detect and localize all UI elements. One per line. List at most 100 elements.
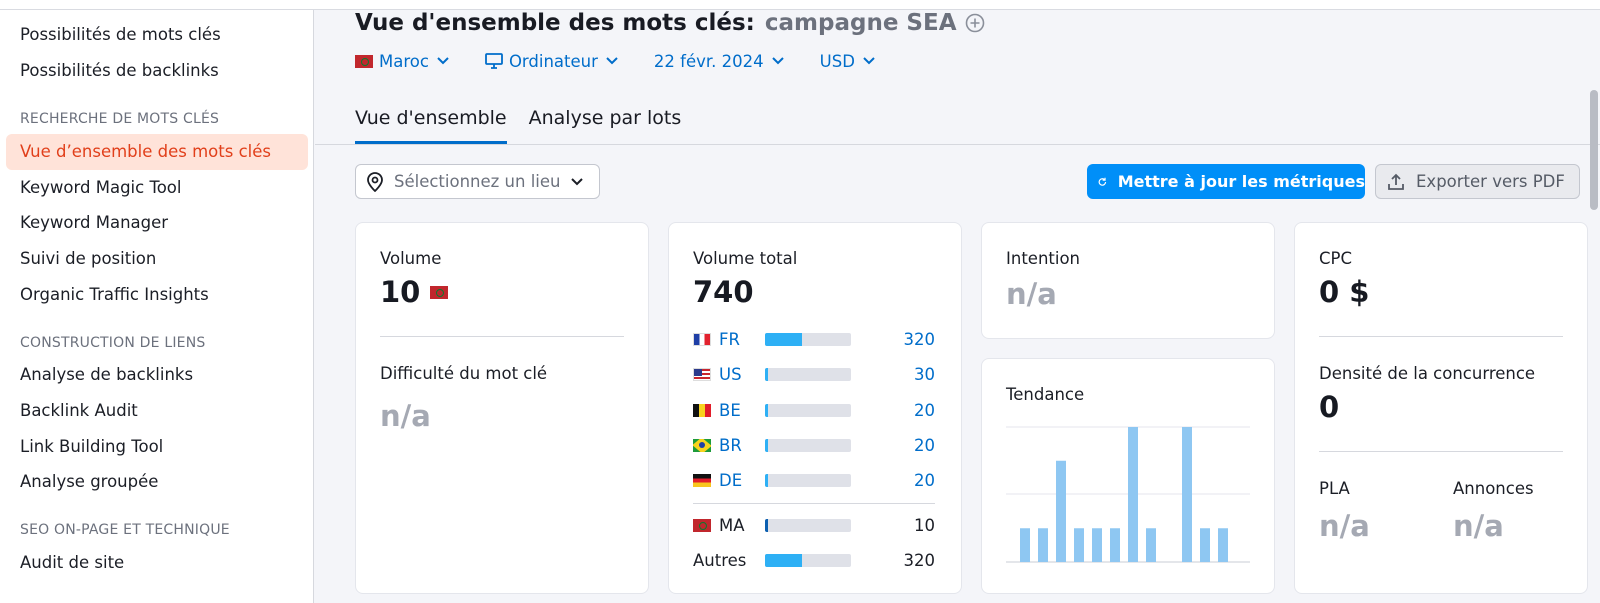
country-share-bar — [765, 403, 851, 417]
total-volume-label: Volume total — [693, 249, 798, 268]
sidebar-item-backlink-analytics[interactable]: Analyse de backlinks — [20, 365, 194, 384]
sidebar: Possibilités de mots clés Possibilités d… — [0, 10, 314, 603]
update-metrics-label: Mettre à jour les métriques — [1117, 172, 1365, 191]
country-share-fill — [765, 403, 768, 417]
trend-bar[interactable] — [1074, 528, 1084, 562]
device-filter-label: Ordinateur — [508, 51, 598, 71]
trend-bar[interactable] — [1020, 528, 1030, 562]
plus-circle-icon[interactable] — [965, 13, 985, 33]
country-code: DE — [719, 470, 743, 490]
country-share-fill — [765, 518, 768, 532]
sidebar-item-keyword-manager[interactable]: Keyword Manager — [20, 213, 169, 232]
date-filter[interactable]: 22 févr. 2024 — [654, 52, 784, 71]
sidebar-item-keyword-magic-tool[interactable]: Keyword Magic Tool — [20, 178, 182, 197]
trend-card: Tendance — [981, 358, 1275, 594]
country-volume: 320 — [903, 329, 936, 349]
chevron-down-icon — [771, 57, 784, 65]
competition-density-value: 0 — [1319, 390, 1340, 424]
country-row[interactable]: US 30 — [693, 362, 935, 386]
page-header: Vue d'ensemble des mots clés: campagne S… — [355, 8, 985, 38]
volume-label: Volume — [380, 249, 442, 268]
country-code: FR — [719, 329, 740, 349]
sidebar-item-backlink-opportunities[interactable]: Possibilités de backlinks — [20, 61, 219, 80]
country-volume: 20 — [914, 400, 935, 420]
trend-label: Tendance — [1006, 385, 1085, 404]
pla-value: n/a — [1319, 509, 1370, 543]
ads-label: Annonces — [1453, 479, 1534, 498]
country-code: BR — [719, 435, 742, 455]
country-share-bar — [765, 367, 851, 381]
trend-bar[interactable] — [1200, 528, 1210, 562]
date-filter-label: 22 févr. 2024 — [653, 51, 764, 71]
export-pdf-button[interactable]: Exporter vers PDF — [1375, 164, 1580, 199]
country-row[interactable]: DE 20 — [693, 468, 935, 492]
country-code: US — [719, 364, 742, 384]
trend-bar[interactable] — [1038, 528, 1048, 562]
local-country-row: MA 10 — [693, 513, 935, 537]
page-scrollbar[interactable] — [1590, 90, 1598, 210]
country-share-bar — [765, 553, 851, 567]
chevron-down-icon — [570, 177, 583, 185]
tab-overview[interactable]: Vue d'ensemble — [355, 102, 507, 144]
pla-label: PLA — [1319, 479, 1350, 498]
brazil-flag-icon — [693, 438, 711, 452]
filters-bar: Maroc Ordinateur 22 févr. 2024 USD — [355, 48, 911, 74]
trend-bar[interactable] — [1110, 528, 1120, 562]
cpc-label: CPC — [1319, 249, 1352, 268]
others-label: Autres — [693, 550, 747, 570]
country-filter-label: Maroc — [379, 51, 429, 71]
others-volume: 320 — [903, 550, 936, 570]
trend-bar[interactable] — [1146, 528, 1156, 562]
trend-bar[interactable] — [1218, 528, 1228, 562]
intent-label: Intention — [1006, 249, 1081, 268]
total-volume-value: 740 — [693, 275, 754, 309]
germany-flag-icon — [693, 473, 711, 487]
volume-value: 10 — [380, 275, 449, 309]
france-flag-icon — [693, 332, 711, 346]
location-pin-icon — [367, 171, 383, 192]
country-row[interactable]: BE 20 — [693, 398, 935, 422]
chevron-down-icon — [437, 57, 449, 65]
country-volume: 20 — [914, 435, 935, 455]
volume-number: 10 — [380, 275, 421, 309]
trend-bar[interactable] — [1092, 528, 1102, 562]
divider — [1319, 451, 1563, 452]
sidebar-item-bulk-analysis[interactable]: Analyse groupée — [20, 472, 159, 491]
country-volume: 30 — [914, 364, 935, 384]
trend-bar[interactable] — [1128, 427, 1138, 562]
cpc-card: CPC 0 $ Densité de la concurrence 0 PLA … — [1294, 222, 1588, 594]
trend-bar[interactable] — [1056, 460, 1066, 562]
country-row[interactable]: FR 320 — [693, 327, 935, 351]
location-select[interactable]: Sélectionnez un lieu — [355, 164, 600, 199]
country-share-bar — [765, 332, 851, 346]
country-share-bar — [765, 473, 851, 487]
sidebar-section-seo: SEO ON-PAGE ET TECHNIQUE — [20, 522, 230, 538]
country-filter[interactable]: Maroc — [355, 52, 449, 71]
sidebar-item-link-building-tool[interactable]: Link Building Tool — [20, 437, 164, 456]
trend-bar[interactable] — [1182, 427, 1192, 562]
desktop-icon — [485, 53, 503, 69]
keyword-difficulty-value: n/a — [380, 399, 431, 433]
country-row[interactable]: BR 20 — [693, 433, 935, 457]
country-share-fill — [765, 367, 769, 381]
competition-density-label: Densité de la concurrence — [1319, 364, 1536, 383]
location-select-placeholder: Sélectionnez un lieu — [394, 172, 561, 191]
sidebar-section-keyword-research: RECHERCHE DE MOTS CLÉS — [20, 111, 220, 127]
ads-value: n/a — [1453, 509, 1504, 543]
country-code: BE — [719, 400, 741, 420]
sidebar-item-keyword-overview[interactable]: Vue d’ensemble des mots clés — [6, 134, 308, 170]
tab-bulk-analysis[interactable]: Analyse par lots — [528, 107, 682, 129]
sidebar-item-organic-traffic-insights[interactable]: Organic Traffic Insights — [20, 285, 209, 304]
country-code: MA — [719, 515, 745, 535]
update-metrics-button[interactable]: Mettre à jour les métriques — [1087, 164, 1365, 199]
sidebar-item-site-audit[interactable]: Audit de site — [20, 553, 125, 572]
country-share-fill — [765, 332, 802, 346]
sidebar-item-keyword-opportunities[interactable]: Possibilités de mots clés — [20, 25, 221, 44]
currency-filter-label: USD — [819, 51, 855, 71]
country-share-bar — [765, 518, 851, 532]
device-filter[interactable]: Ordinateur — [485, 52, 618, 71]
sidebar-item-position-tracking[interactable]: Suivi de position — [20, 249, 157, 268]
top-strip — [0, 0, 1600, 10]
currency-filter[interactable]: USD — [820, 52, 875, 71]
sidebar-item-backlink-audit[interactable]: Backlink Audit — [20, 401, 138, 420]
